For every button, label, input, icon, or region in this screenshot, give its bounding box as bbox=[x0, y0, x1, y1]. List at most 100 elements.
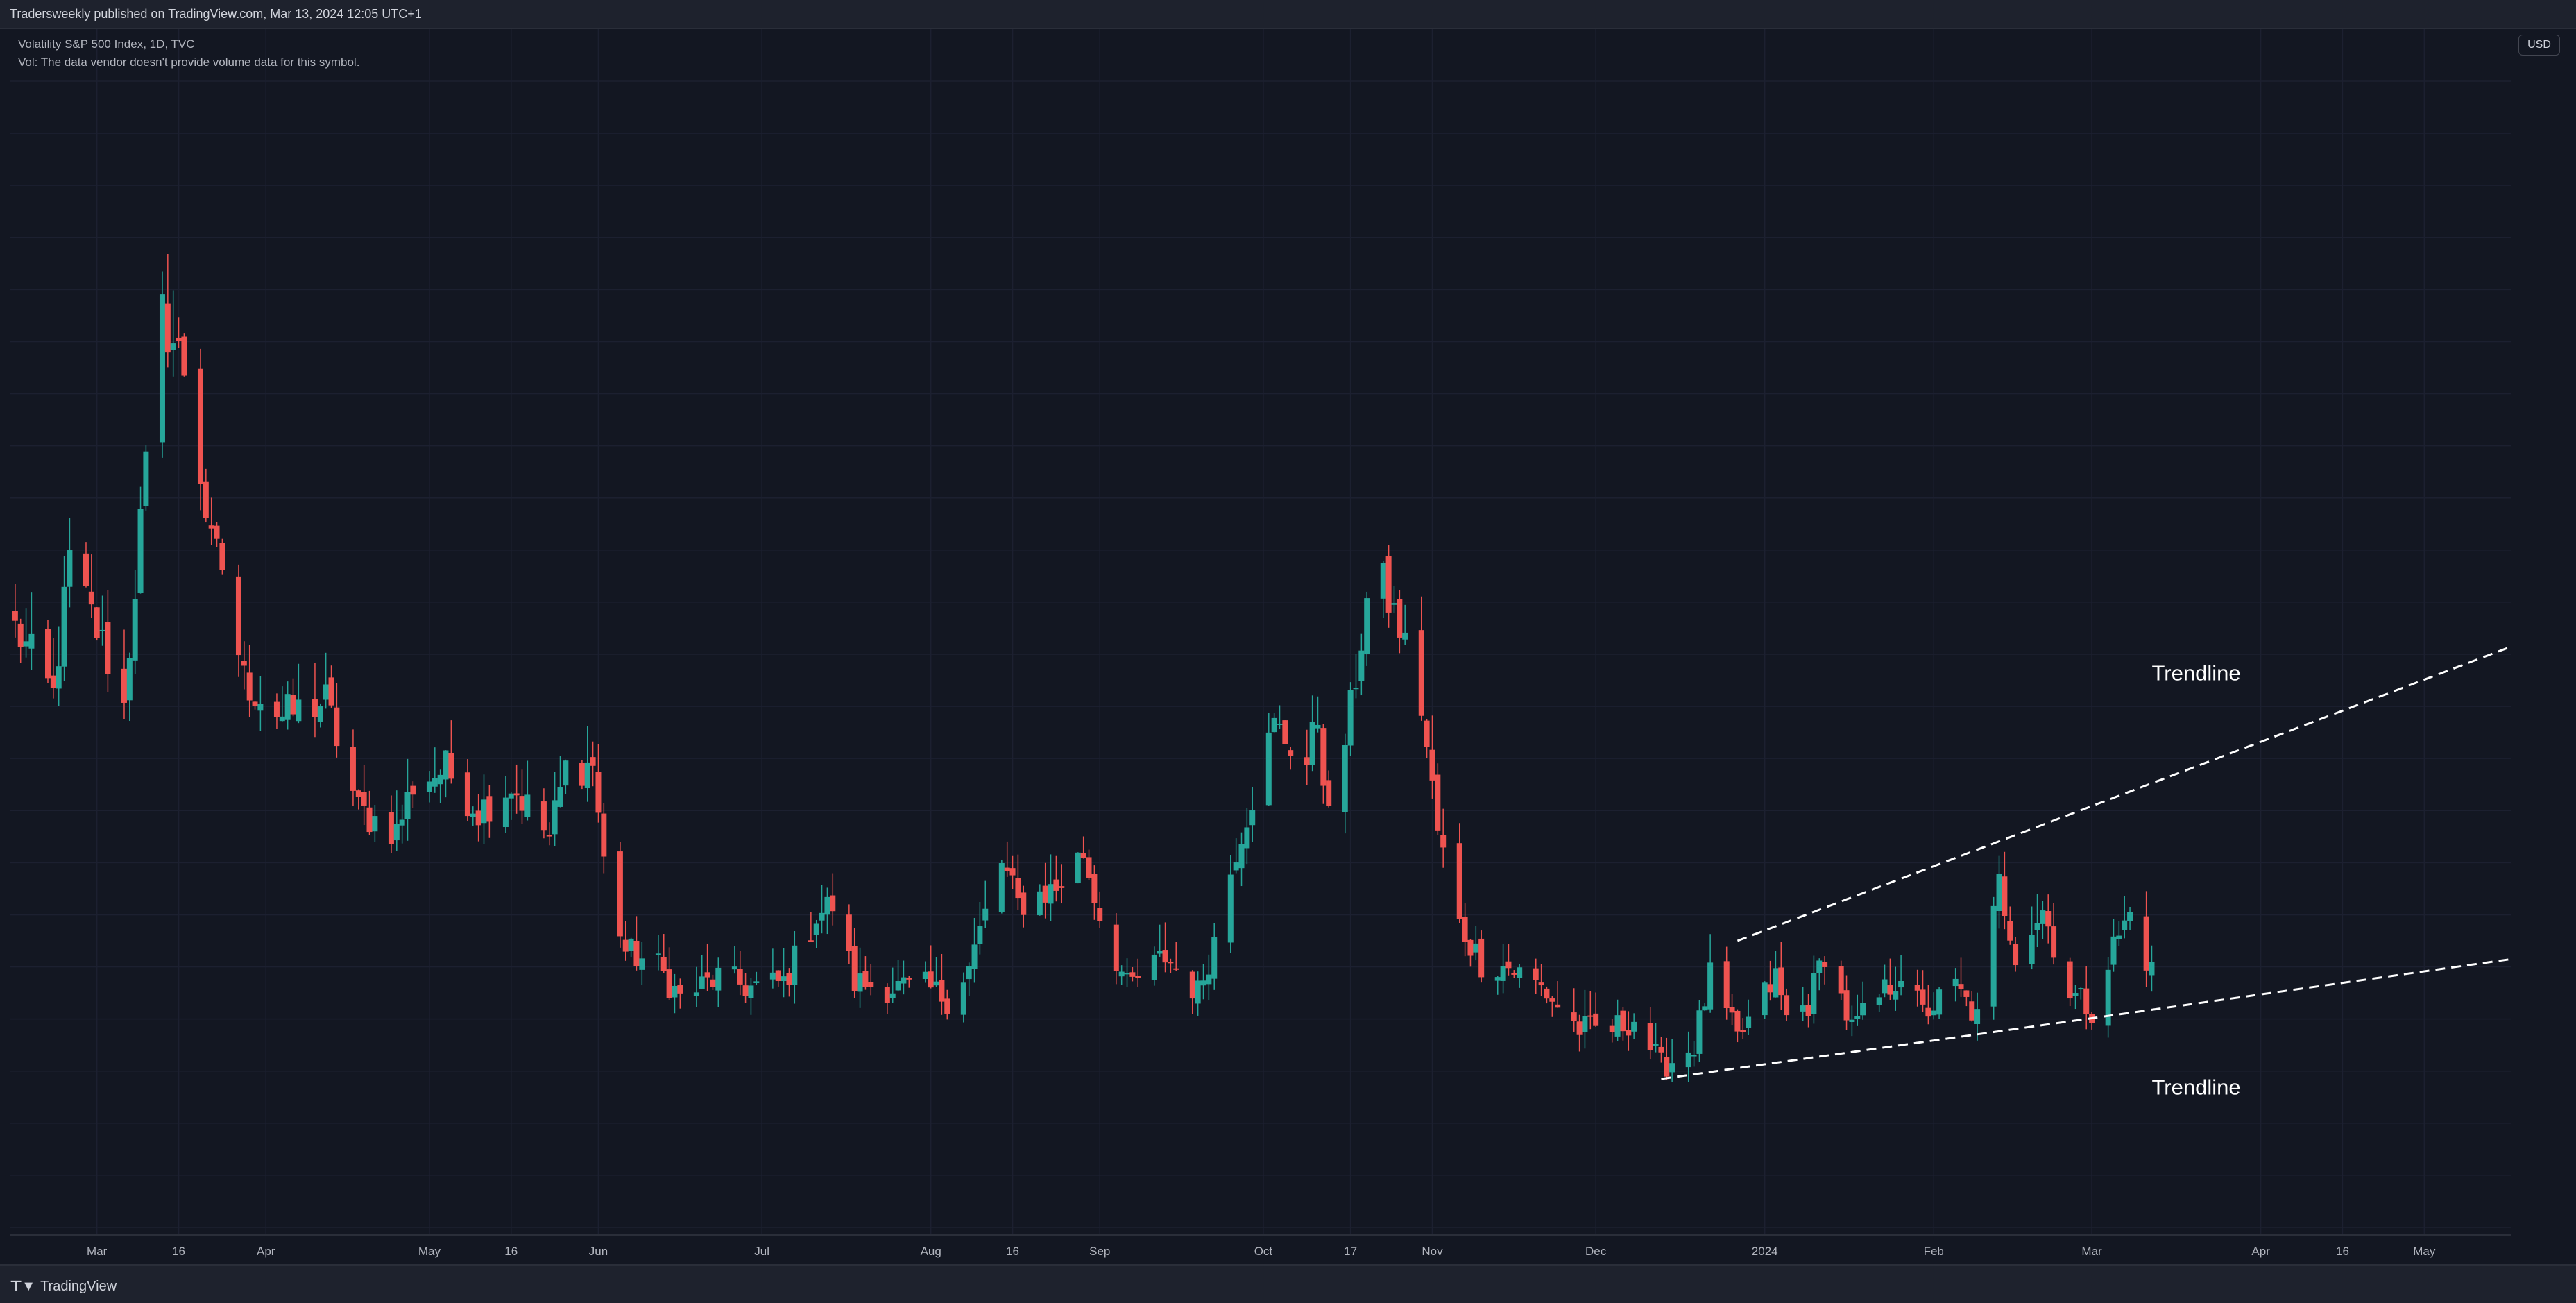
candle-body bbox=[1277, 723, 1283, 725]
candle-body bbox=[1538, 982, 1544, 986]
candle-body bbox=[219, 543, 225, 570]
candle-body bbox=[742, 985, 749, 996]
candle-body bbox=[214, 525, 220, 539]
candle-body bbox=[1653, 1044, 1659, 1046]
candle-body bbox=[1168, 962, 1174, 964]
tradingview-logo[interactable]: ⊤▼ TradingView bbox=[10, 1277, 117, 1295]
candle-body bbox=[704, 972, 710, 978]
candle-body bbox=[786, 973, 792, 985]
time-tick-label: Aug bbox=[921, 1245, 941, 1258]
candle-body bbox=[857, 973, 863, 992]
candle-body bbox=[296, 699, 302, 722]
bottom-bar: ⊤▼ TradingView bbox=[0, 1264, 2576, 1303]
candle-body bbox=[552, 800, 558, 835]
candle-body bbox=[1811, 973, 1817, 1014]
candle-body bbox=[426, 781, 432, 792]
candle-body bbox=[508, 793, 514, 799]
candle-body bbox=[1533, 968, 1539, 980]
candle-body bbox=[769, 972, 776, 980]
candle-body bbox=[2051, 926, 2057, 958]
time-tick-label: 2024 bbox=[1752, 1245, 1778, 1258]
candle-body bbox=[1952, 978, 1959, 987]
candle-body bbox=[1326, 780, 1332, 806]
candle-body bbox=[1822, 962, 1828, 967]
candle-body bbox=[2078, 988, 2084, 990]
time-tick-label: 16 bbox=[172, 1245, 185, 1258]
candle-body bbox=[1238, 844, 1245, 869]
candle-body bbox=[12, 611, 18, 621]
currency-badge[interactable]: USD bbox=[2518, 35, 2560, 56]
legend-symbol[interactable]: Volatility S&P 500 Index, 1D, TVC bbox=[18, 37, 195, 51]
candle-body bbox=[246, 672, 253, 701]
candle-body bbox=[824, 896, 830, 915]
candle-body bbox=[660, 957, 667, 971]
candle-body bbox=[595, 772, 602, 813]
candle-body bbox=[410, 785, 416, 795]
candle-body bbox=[1800, 1005, 1806, 1012]
candle-body bbox=[693, 992, 699, 996]
published-info: Tradersweekly published on TradingView.c… bbox=[10, 7, 422, 21]
candle-body bbox=[366, 807, 373, 833]
candle-body bbox=[1696, 1010, 1703, 1054]
candle-body bbox=[1860, 1003, 1866, 1016]
candle-body bbox=[121, 668, 127, 703]
candle-body bbox=[1173, 968, 1179, 970]
candle-body bbox=[672, 985, 678, 998]
candle-body bbox=[1914, 985, 1920, 991]
candle-body bbox=[1887, 985, 1893, 995]
candle-body bbox=[1162, 950, 1168, 963]
candle-body bbox=[1129, 972, 1136, 977]
candle-body bbox=[715, 967, 722, 991]
time-tick-label: 16 bbox=[1006, 1245, 1019, 1258]
candle-body bbox=[781, 976, 787, 982]
candle-body bbox=[1118, 971, 1125, 977]
candle-body bbox=[443, 750, 449, 780]
candle-body bbox=[901, 977, 907, 984]
candle-body bbox=[1342, 744, 1348, 812]
candle-body bbox=[1440, 835, 1447, 848]
candle-body bbox=[1315, 724, 1321, 729]
candle-body bbox=[1385, 556, 1392, 613]
candle-body bbox=[1200, 980, 1206, 986]
candle-body bbox=[1358, 650, 1365, 681]
candle-body bbox=[404, 792, 411, 819]
candle-body bbox=[2149, 962, 2155, 976]
candle-body bbox=[437, 774, 443, 785]
candle-body bbox=[982, 908, 989, 921]
time-tick-label: Nov bbox=[1422, 1245, 1443, 1258]
candle-body bbox=[1647, 1023, 1653, 1050]
candle-body bbox=[1097, 908, 1103, 921]
candle-body bbox=[922, 971, 928, 980]
annotation-layer: Trendline Trendline bbox=[1661, 645, 2511, 1100]
candle-body bbox=[813, 923, 819, 935]
candle-body bbox=[928, 971, 934, 988]
candle-body bbox=[393, 824, 400, 841]
candle-body bbox=[906, 978, 912, 980]
candle-body bbox=[176, 337, 182, 341]
candle-body bbox=[1778, 967, 1784, 996]
candle-body bbox=[61, 586, 67, 667]
candle-body bbox=[2110, 936, 2117, 965]
candle-body bbox=[1544, 988, 1550, 999]
candle-body bbox=[1816, 960, 1823, 973]
candle-body bbox=[2002, 876, 2008, 917]
time-tick-label: 17 bbox=[1344, 1245, 1357, 1258]
candle-body bbox=[1233, 862, 1239, 871]
candle-body bbox=[28, 633, 35, 649]
candle-body bbox=[563, 760, 569, 786]
candle-body bbox=[1086, 857, 1092, 878]
candle-body bbox=[1963, 990, 1970, 997]
trendline[interactable] bbox=[1737, 645, 2511, 942]
candle-body bbox=[1124, 973, 1130, 975]
candle-body bbox=[808, 940, 814, 942]
candle-body bbox=[737, 969, 743, 985]
candle-body bbox=[862, 971, 869, 987]
candle-body bbox=[241, 661, 247, 666]
time-tick-label: Oct bbox=[1254, 1245, 1273, 1258]
candle-body bbox=[50, 675, 56, 688]
candle-body bbox=[132, 599, 138, 661]
candle-body bbox=[1021, 892, 1027, 915]
candle-body bbox=[1614, 1015, 1621, 1037]
